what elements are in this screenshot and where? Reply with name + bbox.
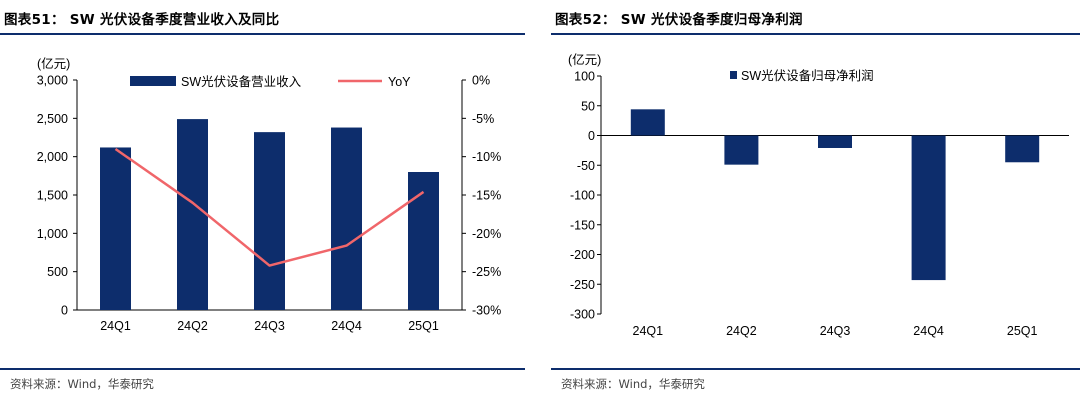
legend-bar-label: SW光伏设备归母净利润 bbox=[741, 68, 874, 83]
x-tick-label: 24Q4 bbox=[331, 319, 362, 333]
right-y-tick-label: -15% bbox=[472, 189, 501, 203]
revenue-bar bbox=[177, 119, 208, 310]
x-tick-label: 24Q2 bbox=[177, 319, 208, 333]
left-y-tick-label: 0 bbox=[61, 304, 68, 318]
y-tick-label: -50 bbox=[577, 159, 595, 173]
revenue-bar bbox=[100, 147, 131, 310]
y-axis-unit-label: (亿元) bbox=[37, 56, 70, 71]
right-top-rule bbox=[551, 33, 1080, 35]
right-figure-title: 图表52： SW 光伏设备季度归母净利润 bbox=[555, 12, 803, 28]
y-tick-label: -200 bbox=[570, 248, 595, 262]
revenue-bar bbox=[254, 132, 285, 310]
right-bottom-rule bbox=[551, 368, 1080, 370]
x-tick-label: 25Q1 bbox=[1007, 324, 1038, 338]
left-y-tick-label: 2,500 bbox=[37, 112, 68, 126]
left-y-tick-label: 1,000 bbox=[37, 227, 68, 241]
legend-bar-swatch bbox=[730, 71, 737, 79]
left-y-tick-label: 3,000 bbox=[37, 74, 68, 88]
x-tick-label: 24Q4 bbox=[913, 324, 944, 338]
left-y-tick-label: 2,000 bbox=[37, 150, 68, 164]
net-profit-bar bbox=[818, 135, 852, 148]
legend-bar-swatch bbox=[130, 76, 176, 86]
left-y-tick-label: 500 bbox=[47, 265, 68, 279]
net-profit-bar bbox=[630, 109, 665, 136]
x-tick-label: 25Q1 bbox=[408, 319, 439, 333]
left-figure-title: 图表51： SW 光伏设备季度营业收入及同比 bbox=[4, 12, 280, 28]
legend-line-label: YoY bbox=[388, 75, 411, 89]
left-source-note: 资料来源：Wind，华泰研究 bbox=[10, 377, 154, 391]
revenue-bar bbox=[408, 172, 439, 310]
y-tick-label: 100 bbox=[574, 70, 595, 84]
y-tick-label: 0 bbox=[588, 129, 595, 143]
left-figure-panel: 图表51： SW 光伏设备季度营业收入及同比 0 500 1,000 1,500 2,0… bbox=[0, 0, 525, 405]
x-tick-label: 24Q3 bbox=[820, 324, 851, 338]
revenue-chart: 0 500 1,000 1,500 2,000 2,500 3,000 -30% -25% -20… bbox=[37, 56, 501, 333]
y-tick-label: -100 bbox=[570, 189, 595, 203]
y-tick-label: -150 bbox=[570, 218, 595, 232]
x-tick-label: 24Q3 bbox=[254, 319, 285, 333]
left-bottom-rule bbox=[0, 368, 525, 370]
y-tick-label: -300 bbox=[570, 308, 595, 322]
right-y-tick-label: -5% bbox=[472, 112, 494, 126]
y-tick-label: -250 bbox=[570, 278, 595, 292]
x-tick-label: 24Q2 bbox=[726, 324, 757, 338]
net-profit-bar bbox=[724, 135, 759, 165]
right-figure-panel: 图表52： SW 光伏设备季度归母净利润 -300 -250 -200 -150 -10… bbox=[551, 0, 1080, 405]
x-tick-label: 24Q1 bbox=[100, 319, 131, 333]
right-y-tick-label: -30% bbox=[472, 304, 501, 318]
revenue-bar bbox=[331, 127, 362, 311]
yoy-line bbox=[114, 147, 425, 267]
right-y-tick-label: -25% bbox=[472, 265, 501, 279]
legend-bar-label: SW光伏设备营业收入 bbox=[181, 74, 302, 89]
right-y-tick-label: -20% bbox=[472, 227, 501, 241]
y-axis-unit-label: (亿元) bbox=[568, 52, 601, 67]
right-y-tick-label: -10% bbox=[472, 150, 501, 164]
net-profit-bar bbox=[911, 135, 946, 281]
left-y-tick-label: 1,500 bbox=[37, 189, 68, 203]
y-tick-label: 50 bbox=[581, 99, 595, 113]
net-profit-chart: -300 -250 -200 -150 -100 -50 0 50 100 (亿元) 24Q1 24Q… bbox=[568, 52, 1069, 338]
right-source-note: 资料来源：Wind，华泰研究 bbox=[561, 377, 705, 391]
right-y-tick-label: 0% bbox=[472, 74, 490, 88]
net-profit-bar bbox=[1005, 135, 1040, 163]
left-top-rule bbox=[0, 33, 525, 35]
x-tick-label: 24Q1 bbox=[633, 324, 664, 338]
